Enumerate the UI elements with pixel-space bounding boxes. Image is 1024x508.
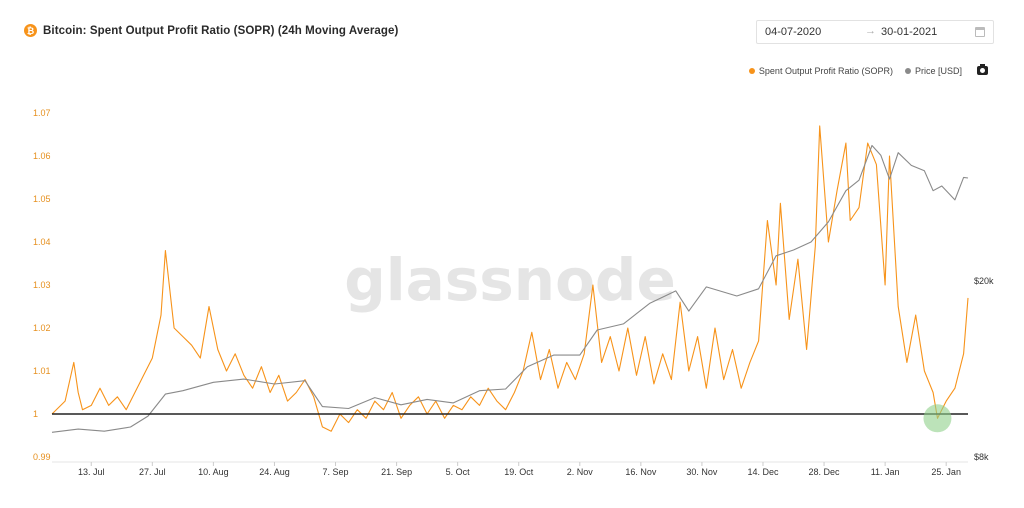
legend-item-sopr[interactable]: Spent Output Profit Ratio (SOPR) bbox=[748, 66, 893, 76]
y-left-tick-label: 1.07 bbox=[33, 108, 51, 118]
legend-label-sopr: Spent Output Profit Ratio (SOPR) bbox=[758, 66, 893, 76]
x-tick-label: 10. Aug bbox=[198, 467, 229, 477]
y-right-tick-label: $8k bbox=[974, 452, 989, 462]
bitcoin-icon: ₿ bbox=[24, 24, 37, 37]
y-left-tick-label: 1.05 bbox=[33, 194, 51, 204]
legend-dot-sopr bbox=[748, 68, 755, 74]
highlight-circle bbox=[923, 404, 952, 433]
overlay-group bbox=[52, 404, 968, 433]
x-tick-label: 30. Nov bbox=[686, 467, 718, 477]
x-tick-label: 16. Nov bbox=[625, 467, 657, 477]
y-axis-right: $8k $20k bbox=[974, 276, 994, 462]
series-line-price bbox=[51, 144, 969, 433]
calendar-icon[interactable] bbox=[975, 27, 985, 37]
x-tick-label: 14. Dec bbox=[747, 467, 779, 477]
legend-dot-price bbox=[904, 68, 911, 74]
legend-label-price: Price [USD] bbox=[914, 66, 962, 76]
y-left-tick-label: 1.06 bbox=[33, 151, 51, 161]
x-tick-label: 13. Jul bbox=[78, 467, 105, 477]
y-left-tick-label: 1.01 bbox=[33, 366, 51, 376]
y-left-tick-label: 1 bbox=[33, 409, 38, 419]
series-line-sopr bbox=[51, 125, 969, 432]
arrow-right-icon: → bbox=[865, 25, 876, 37]
x-tick-label: 11. Jan bbox=[871, 467, 900, 477]
y-left-tick-label: 1.02 bbox=[33, 323, 51, 333]
x-tick-label: 2. Nov bbox=[567, 467, 594, 477]
chart-title: Bitcoin: Spent Output Profit Ratio (SOPR… bbox=[43, 24, 399, 37]
y-left-tick-label: 1.03 bbox=[33, 280, 51, 290]
x-tick-label: 24. Aug bbox=[259, 467, 290, 477]
x-tick-label: 28. Dec bbox=[809, 467, 841, 477]
x-tick-label: 19. Oct bbox=[504, 467, 534, 477]
series-group bbox=[51, 125, 969, 433]
x-tick-label: 7. Sep bbox=[323, 467, 349, 477]
x-tick-label: 25. Jan bbox=[931, 467, 961, 477]
chart-header: ₿ Bitcoin: Spent Output Profit Ratio (SO… bbox=[24, 24, 398, 37]
camera-icon[interactable] bbox=[977, 64, 988, 75]
x-tick-label: 5. Oct bbox=[446, 467, 471, 477]
date-from-input[interactable]: 04-07-2020 bbox=[765, 26, 822, 38]
date-to-input[interactable]: 30-01-2021 bbox=[881, 26, 938, 38]
x-axis: 13. Jul 27. Jul 10. Aug 24. Aug 7. Sep 21. Se… bbox=[52, 461, 968, 477]
y-right-tick-label: $20k bbox=[974, 276, 994, 286]
watermark: glassnode bbox=[344, 246, 676, 314]
y-left-tick-label: 0.99 bbox=[33, 452, 51, 462]
x-tick-label: 21. Sep bbox=[381, 467, 412, 477]
date-range-picker[interactable]: 04-07-2020 → 30-01-2021 bbox=[756, 20, 994, 44]
chart-legend: Spent Output Profit Ratio (SOPR) Price [… bbox=[748, 66, 962, 76]
x-tick-label: 27. Jul bbox=[139, 467, 166, 477]
y-left-tick-label: 1.04 bbox=[33, 237, 51, 247]
legend-item-price[interactable]: Price [USD] bbox=[904, 66, 962, 76]
y-axis-left: 0.99 1 1.01 1.02 1.03 1.04 1.05 1.06 1.07 bbox=[33, 108, 51, 462]
